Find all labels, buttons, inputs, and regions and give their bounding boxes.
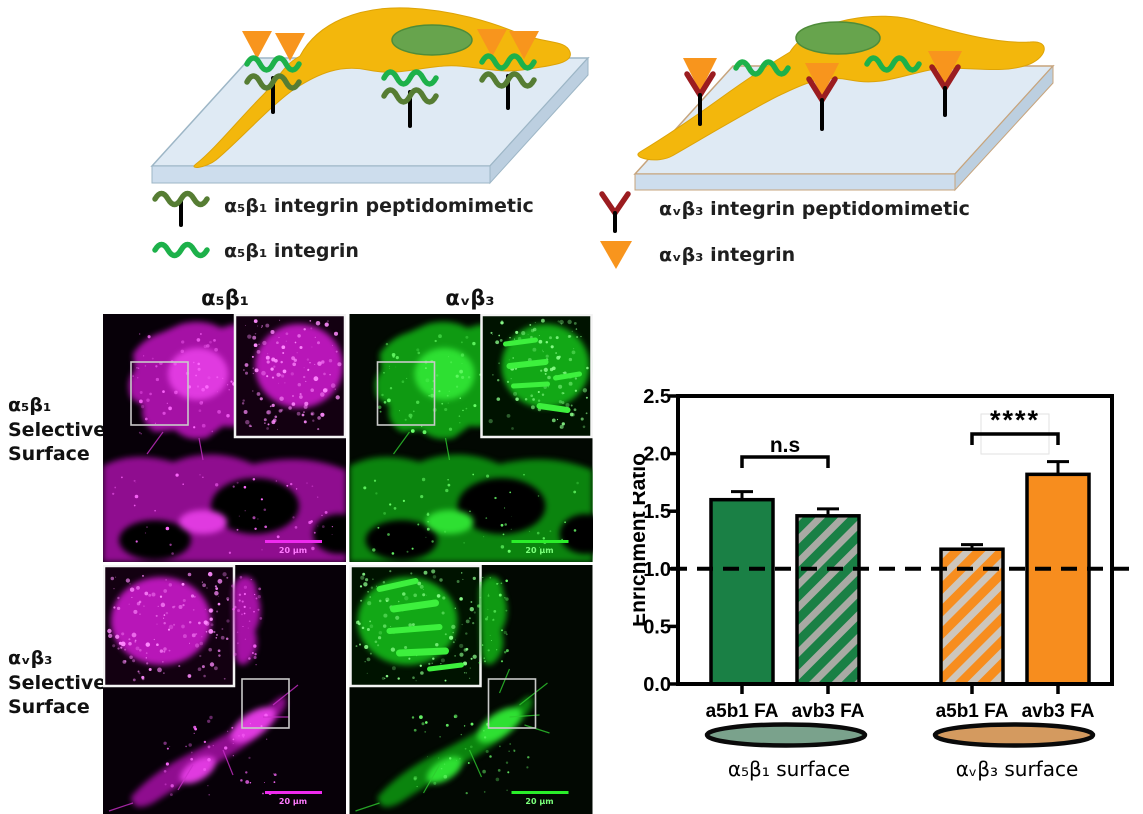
y-tick-label: 1.5: [643, 501, 671, 523]
row-label-avb3-selective-surface: αᵥβ₃ Selective Surface: [8, 647, 107, 719]
enrichment-ratio-bar-chart: 0.0 0.5 1.0 1.5 2.0 2.5 a5b1 FA avb3 FA a5b1 FA a…: [633, 386, 1135, 781]
x-category-label: avb3 FA: [792, 701, 865, 722]
micrograph-avb3-surface-a5b1-channel: 20 µm: [103, 565, 346, 814]
bar-3-avb3-FA: [1025, 472, 1091, 686]
significance-label: n.s: [770, 434, 800, 457]
column-header-a5b1: α₅β₁: [201, 286, 249, 310]
y-axis-label: Enrichment Ratio: [633, 453, 650, 627]
roi-box: [130, 361, 189, 426]
roi-box: [487, 678, 537, 729]
free-a5b1-integrin-2: [864, 55, 922, 73]
bar-1-avb3-FA: [795, 514, 861, 686]
cell-fluorescence: [103, 321, 346, 562]
micrograph-a5b1-surface-avb3-channel: 20 µm: [349, 314, 593, 562]
micrograph-avb3-surface-avb3-channel: 20 µm: [349, 565, 593, 814]
cell-on-a5b1-surface: [193, 7, 571, 168]
a5b1-receptor-cluster-3: [477, 29, 539, 110]
schematic-diagram: [150, 7, 1055, 192]
zoom-inset: [233, 314, 346, 439]
bar-2-a5b1-FA: [939, 547, 1005, 686]
avb3-receptor-3: [928, 51, 962, 117]
scale-bar-label: 20 µm: [279, 797, 307, 806]
plot-frame: [676, 394, 1114, 686]
row-label-a5b1-selective-surface: α₅β₁ Selective Surface: [8, 394, 107, 466]
legend-a5b1-integrin: α₅β₁ integrin: [150, 228, 359, 274]
x-category-label: a5b1 FA: [706, 701, 779, 722]
cell-fluorescence: [349, 321, 593, 562]
scale-bar-label: 20 µm: [525, 546, 553, 555]
y-tick-label: 0.0: [643, 674, 671, 696]
a5b1-peptidomimetic-icon: [152, 190, 210, 227]
zoom-inset: [349, 565, 482, 688]
legend-label: α₅β₁ integrin: [224, 240, 359, 262]
a5b1-receptor-cluster-1: [242, 31, 305, 114]
x-category-label: a5b1 FA: [936, 701, 1009, 722]
avb3-receptor-1: [683, 58, 717, 126]
avb3-receptor-2: [805, 63, 839, 131]
micrograph-a5b1-surface-a5b1-channel: 20 µm: [103, 314, 346, 562]
surface-group-label-0: α₅β₁ surface: [728, 757, 850, 781]
legend-label: αᵥβ₃ integrin: [659, 244, 796, 266]
zoom-inset: [480, 314, 593, 439]
y-tick-label: 2.0: [643, 444, 671, 466]
y-tick-label: 2.5: [643, 386, 671, 408]
avb3-peptidomimetic-icon: [599, 191, 631, 233]
nucleus: [391, 24, 473, 56]
column-header-avb3: αᵥβ₃: [445, 286, 495, 310]
y-tick-label: 1.0: [643, 559, 671, 581]
nucleus: [795, 21, 881, 55]
cell-fluorescence: [377, 576, 533, 807]
scale-bar: [511, 540, 569, 543]
legend-label: α₅β₁ integrin peptidomimetic: [224, 195, 534, 217]
scale-bar: [265, 540, 322, 543]
roi-box: [241, 678, 290, 729]
a5b1-integrin-icon: [152, 241, 210, 259]
free-a5b1-integrin-1: [733, 59, 791, 77]
cell-fluorescence: [131, 576, 286, 807]
legend-avb3-integrin: αᵥβ₃ integrin: [585, 232, 795, 278]
a5b1-surface-slab: [150, 56, 590, 185]
legend-a5b1-peptidomimetic: α₅β₁ integrin peptidomimetic: [150, 183, 534, 229]
significance-bracket: [740, 455, 830, 469]
scale-bar: [511, 791, 569, 794]
y-tick-label: 0.5: [643, 616, 671, 638]
bar-0-a5b1-FA: [709, 497, 775, 686]
surface-group-label-1: αᵥβ₃ surface: [956, 757, 1079, 781]
a5b1-receptor-cluster-2: [381, 69, 439, 128]
zoom-inset: [103, 565, 236, 688]
scale-bar: [265, 791, 322, 794]
scale-bar-label: 20 µm: [279, 546, 307, 555]
surface-group-ellipse-1: [932, 722, 1096, 748]
roi-box: [376, 361, 436, 426]
avb3-integrin-icon: [600, 241, 632, 269]
scale-bar-label: 20 µm: [525, 797, 553, 806]
significance-bracket: [970, 432, 1060, 446]
legend-avb3-peptidomimetic: αᵥβ₃ integrin peptidomimetic: [585, 185, 970, 233]
significance-label: ****: [990, 405, 1040, 435]
surface-group-ellipse-0: [704, 722, 868, 748]
x-category-label: avb3 FA: [1022, 701, 1095, 722]
legend-label: αᵥβ₃ integrin peptidomimetic: [659, 198, 970, 220]
